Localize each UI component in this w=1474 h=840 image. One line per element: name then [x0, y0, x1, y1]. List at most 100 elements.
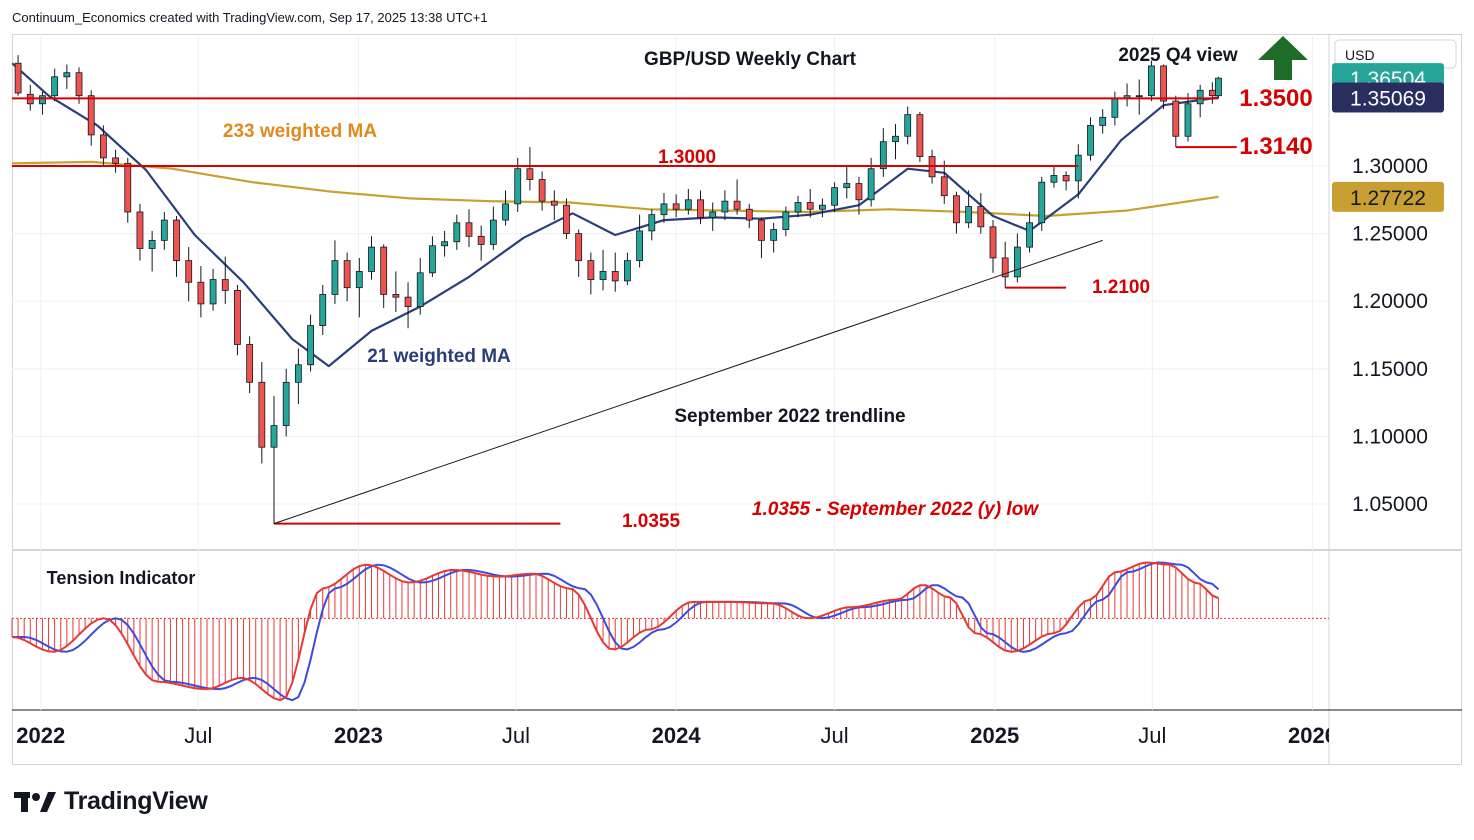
candle — [258, 362, 266, 464]
time-axis[interactable]: 2022 Jul 2023 Jul 2024 Jul 2025 Jul 2026 — [16, 723, 1337, 748]
candle-body — [611, 271, 619, 282]
candle-body — [721, 200, 729, 213]
candle-body — [136, 211, 144, 249]
candle — [892, 124, 899, 160]
candle — [1038, 176, 1046, 231]
candle — [477, 225, 485, 261]
candle — [709, 202, 717, 231]
candle-body — [453, 222, 461, 243]
candle-body — [770, 229, 778, 241]
candle-body — [39, 95, 46, 105]
candle-body — [879, 141, 887, 170]
candle-body — [185, 260, 193, 283]
tradingview-logo[interactable]: TradingView — [14, 787, 208, 816]
candle-body — [648, 214, 656, 232]
annotation-september-low: 1.0355 - September 2022 (y) low — [752, 499, 1039, 520]
candle — [660, 193, 668, 223]
candle — [1111, 91, 1119, 126]
candle-body — [989, 226, 997, 259]
annotation-trendline: September 2022 trendline — [674, 406, 905, 427]
candle — [818, 198, 826, 218]
candle — [1087, 117, 1094, 161]
candle-body — [99, 134, 107, 159]
candle-body — [1172, 100, 1180, 137]
candle — [1208, 82, 1216, 104]
candle — [209, 268, 217, 311]
tension-indicator-pane — [11, 561, 1329, 702]
candle-body — [197, 281, 205, 305]
candle — [684, 188, 692, 215]
x-tick-label: Jul — [821, 723, 849, 748]
candle-body — [599, 271, 607, 280]
candle-body — [148, 239, 156, 249]
candle-body — [63, 72, 71, 78]
candle-body — [477, 235, 485, 245]
candle-body — [831, 187, 838, 206]
candle-body — [502, 203, 509, 221]
candle — [611, 252, 619, 292]
levels-layer — [12, 97, 1237, 525]
x-tick-label: Jul — [184, 723, 212, 748]
candle — [465, 209, 473, 248]
moving-average-layer — [12, 62, 1219, 368]
candle — [538, 171, 546, 211]
candles-layer — [14, 55, 1222, 524]
price-axis[interactable]: USD 1.050001.100001.150001.200001.250001… — [1332, 39, 1457, 516]
candle-body — [294, 364, 302, 383]
candle-body — [684, 199, 692, 210]
candle-body — [672, 203, 680, 210]
candle — [1074, 144, 1082, 199]
x-tick-label: 2025 — [970, 723, 1019, 748]
candle — [99, 125, 107, 166]
candle-body — [51, 76, 59, 97]
candle-body — [1087, 125, 1094, 156]
candle — [355, 257, 363, 318]
level-label-1-3500: 1.3500 — [1239, 85, 1312, 112]
candle-body — [319, 294, 327, 326]
chart-frame — [12, 34, 1462, 765]
candle — [587, 252, 595, 295]
candle — [636, 214, 643, 268]
y-tick-label: 1.15000 — [1352, 358, 1428, 381]
candle-body — [1184, 103, 1192, 137]
price-tag — [1332, 181, 1444, 212]
candle — [185, 247, 193, 302]
candle-body — [953, 195, 960, 224]
candle-body — [892, 135, 899, 143]
y-tick-label: 1.20000 — [1352, 290, 1428, 313]
x-tick-label: 2026 — [1288, 723, 1337, 748]
price-tag — [1332, 82, 1444, 113]
candle-body — [709, 211, 717, 218]
candle-body — [745, 208, 753, 221]
candle — [221, 256, 229, 304]
price-tag-label: 1.35069 — [1350, 87, 1426, 110]
candle — [940, 160, 948, 204]
candle-body — [1026, 222, 1033, 248]
candle — [1184, 92, 1192, 142]
candle-body — [1038, 181, 1046, 224]
candle — [404, 282, 412, 329]
candle-body — [514, 168, 522, 205]
candle-body — [1099, 116, 1107, 126]
candle — [368, 236, 375, 280]
candle — [624, 252, 631, 285]
candle — [307, 314, 314, 372]
candle-body — [75, 72, 83, 97]
level-label-1-3140: 1.3140 — [1239, 133, 1312, 160]
candle-body — [1111, 98, 1119, 118]
candle-body — [404, 296, 412, 308]
candle — [916, 111, 924, 162]
annotation-21-wma: 21 weighted MA — [367, 346, 511, 367]
candle — [1123, 83, 1131, 107]
candle-body — [733, 200, 741, 210]
candle — [453, 214, 461, 250]
annotation-233-wma: 233 weighted MA — [223, 121, 377, 142]
candle-body — [14, 62, 22, 94]
candle-body — [282, 381, 290, 426]
candle — [1062, 171, 1070, 191]
candle-body — [526, 168, 534, 180]
level-label-1-3000: 1.3000 — [658, 147, 716, 168]
candle-body — [124, 162, 132, 213]
candle — [745, 203, 753, 229]
